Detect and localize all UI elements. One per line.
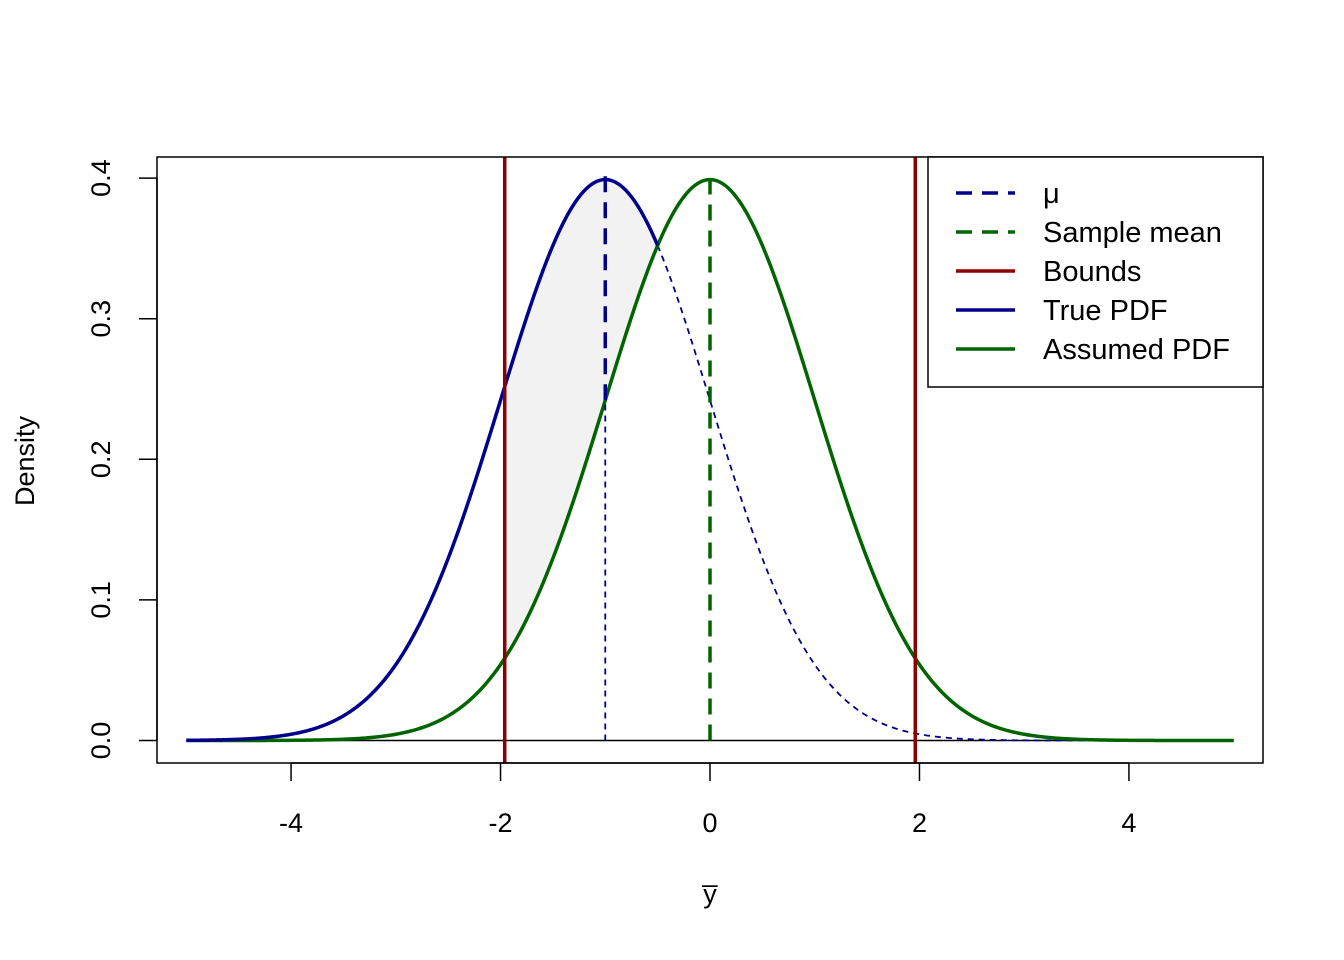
x-tick-label: -4 [279,808,303,838]
legend-label: Assumed PDF [1043,334,1230,366]
y-tick-label: 0.3 [86,300,116,338]
legend-label: μ [1043,178,1060,210]
y-tick-label: 0.4 [86,159,116,197]
y-axis: 0.0 0.1 0.2 0.3 0.4 [86,159,158,760]
shaded-area [504,179,658,659]
x-tick-label: 2 [912,808,927,838]
x-tick-label: 0 [702,808,717,838]
y-axis-label: Density [10,415,40,506]
y-tick-label: 0.2 [86,441,116,479]
y-tick-label: 0.1 [86,581,116,619]
legend-label: Bounds [1043,256,1141,288]
x-axis-label: y̅ [702,879,718,909]
x-tick-label: -2 [489,808,513,838]
x-axis: -4 -2 0 2 4 [279,762,1136,838]
x-tick-label: 4 [1121,808,1136,838]
true-pdf-curve [186,177,660,743]
legend-label: True PDF [1043,295,1168,327]
y-tick-label: 0.0 [86,722,116,760]
legend-label: Sample mean [1043,217,1222,249]
legend: μ Sample mean Bounds True PDF Assumed PDF [927,156,1264,388]
